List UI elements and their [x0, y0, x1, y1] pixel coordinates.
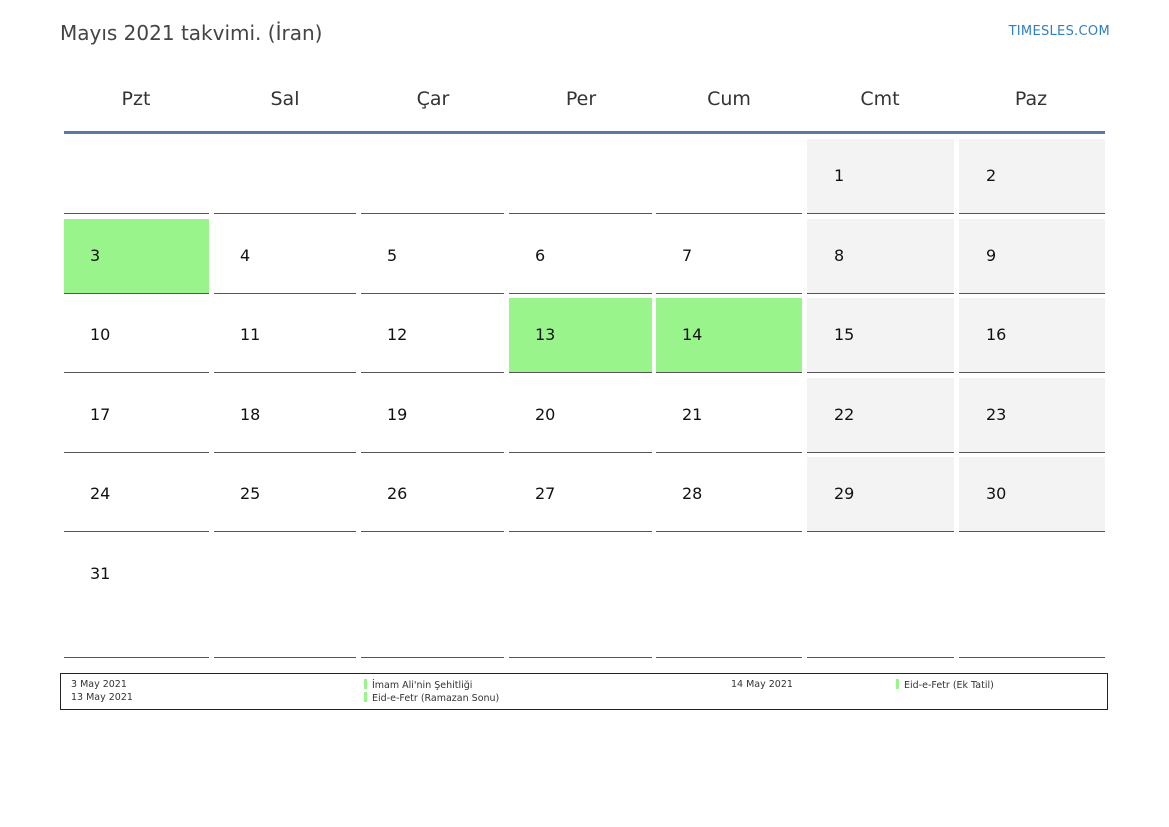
calendar-empty-cell — [361, 537, 504, 658]
legend-holiday-label: Eid-e-Fetr (Ek Tatil) — [904, 680, 994, 691]
calendar-day-cell: 12 — [361, 298, 504, 373]
day-number: 1 — [834, 166, 845, 185]
day-number: 28 — [682, 484, 703, 503]
weekday-sat: Cmt — [860, 88, 900, 110]
day-number: 16 — [986, 325, 1007, 344]
calendar-day-cell: 29 — [807, 457, 954, 532]
calendar-day-cell: 28 — [656, 457, 802, 532]
legend-color-marker — [896, 679, 899, 689]
holiday-legend: 3 May 2021 13 May 2021 İmam Ali'nin Şehi… — [60, 673, 1108, 710]
day-number: 27 — [535, 484, 556, 503]
calendar-day-cell: 10 — [64, 298, 209, 373]
legend-holiday-label: İmam Ali'nin Şehitliği — [372, 680, 473, 691]
legend-date: 3 May 2021 — [71, 679, 127, 690]
day-number: 31 — [90, 564, 111, 583]
calendar-day-cell: 23 — [959, 378, 1105, 453]
day-number: 24 — [90, 484, 111, 503]
brand-link[interactable]: TIMESLES.COM — [1008, 24, 1110, 39]
day-number: 26 — [387, 484, 408, 503]
calendar-day-cell: 1 — [807, 139, 954, 214]
calendar-day-cell: 27 — [509, 457, 652, 532]
legend-date: 13 May 2021 — [71, 692, 133, 703]
day-number: 19 — [387, 405, 408, 424]
legend-holiday-name: Eid-e-Fetr (Ek Tatil) — [896, 679, 994, 692]
day-number: 23 — [986, 405, 1007, 424]
calendar-day-cell: 3 — [64, 219, 209, 294]
calendar-empty-cell — [214, 537, 356, 658]
legend-color-marker — [364, 692, 367, 702]
page-title: Mayıs 2021 takvimi. (İran) — [60, 21, 323, 45]
calendar-empty-cell — [214, 139, 356, 214]
day-number: 18 — [240, 405, 261, 424]
calendar-day-cell: 18 — [214, 378, 356, 453]
calendar-day-cell: 30 — [959, 457, 1105, 532]
day-number: 7 — [682, 246, 693, 265]
weekday-wed: Çar — [416, 88, 450, 110]
day-number: 3 — [90, 246, 101, 265]
weekday-sun: Paz — [1014, 88, 1048, 110]
day-number: 5 — [387, 246, 398, 265]
legend-date: 14 May 2021 — [731, 679, 793, 690]
calendar-day-cell: 7 — [656, 219, 802, 294]
calendar-day-cell: 17 — [64, 378, 209, 453]
calendar-day-cell: 24 — [64, 457, 209, 532]
calendar-day-cell: 14 — [656, 298, 802, 373]
day-number: 2 — [986, 166, 997, 185]
calendar-empty-cell — [509, 139, 652, 214]
day-number: 10 — [90, 325, 111, 344]
day-number: 11 — [240, 325, 261, 344]
day-number: 29 — [834, 484, 855, 503]
weekday-header-row: Pzt Sal Çar Per Cum Cmt Paz — [64, 82, 1105, 116]
calendar-day-cell: 6 — [509, 219, 652, 294]
calendar-empty-cell — [64, 139, 209, 214]
calendar-empty-cell — [656, 537, 802, 658]
calendar-day-cell: 9 — [959, 219, 1105, 294]
weekday-fri: Cum — [707, 88, 751, 110]
calendar-empty-cell — [959, 537, 1105, 658]
legend-holiday-name: İmam Ali'nin Şehitliği — [364, 679, 472, 692]
calendar-day-cell: 25 — [214, 457, 356, 532]
calendar-day-cell: 19 — [361, 378, 504, 453]
calendar-empty-cell — [656, 139, 802, 214]
day-number: 15 — [834, 325, 855, 344]
calendar-day-cell: 8 — [807, 219, 954, 294]
legend-holiday-name: Eid-e-Fetr (Ramazan Sonu) — [364, 692, 499, 705]
calendar-day-cell: 26 — [361, 457, 504, 532]
calendar-day-cell: 22 — [807, 378, 954, 453]
weekday-tue: Sal — [270, 88, 300, 110]
calendar-empty-cell — [361, 139, 504, 214]
day-number: 21 — [682, 405, 703, 424]
day-number: 30 — [986, 484, 1007, 503]
day-number: 25 — [240, 484, 261, 503]
calendar-day-cell: 15 — [807, 298, 954, 373]
legend-color-marker — [364, 679, 367, 689]
calendar-day-cell: 5 — [361, 219, 504, 294]
day-number: 22 — [834, 405, 855, 424]
day-number: 14 — [682, 325, 703, 344]
day-number: 8 — [834, 246, 845, 265]
day-number: 20 — [535, 405, 556, 424]
day-number: 13 — [535, 325, 556, 344]
calendar-day-cell: 11 — [214, 298, 356, 373]
calendar-day-cell: 31 — [64, 537, 209, 658]
calendar-day-cell: 16 — [959, 298, 1105, 373]
weekday-mon: Pzt — [121, 88, 151, 110]
calendar-day-cell: 20 — [509, 378, 652, 453]
legend-holiday-label: Eid-e-Fetr (Ramazan Sonu) — [372, 693, 500, 704]
day-number: 4 — [240, 246, 251, 265]
calendar-empty-cell — [807, 537, 954, 658]
calendar-day-cell: 21 — [656, 378, 802, 453]
day-number: 6 — [535, 246, 546, 265]
calendar-empty-cell — [509, 537, 652, 658]
day-number: 12 — [387, 325, 408, 344]
weekday-thu: Per — [565, 88, 597, 110]
calendar-day-cell: 2 — [959, 139, 1105, 214]
day-number: 17 — [90, 405, 111, 424]
calendar-day-cell: 4 — [214, 219, 356, 294]
calendar-day-cell: 13 — [509, 298, 652, 373]
header-divider — [64, 131, 1105, 134]
day-number: 9 — [986, 246, 997, 265]
